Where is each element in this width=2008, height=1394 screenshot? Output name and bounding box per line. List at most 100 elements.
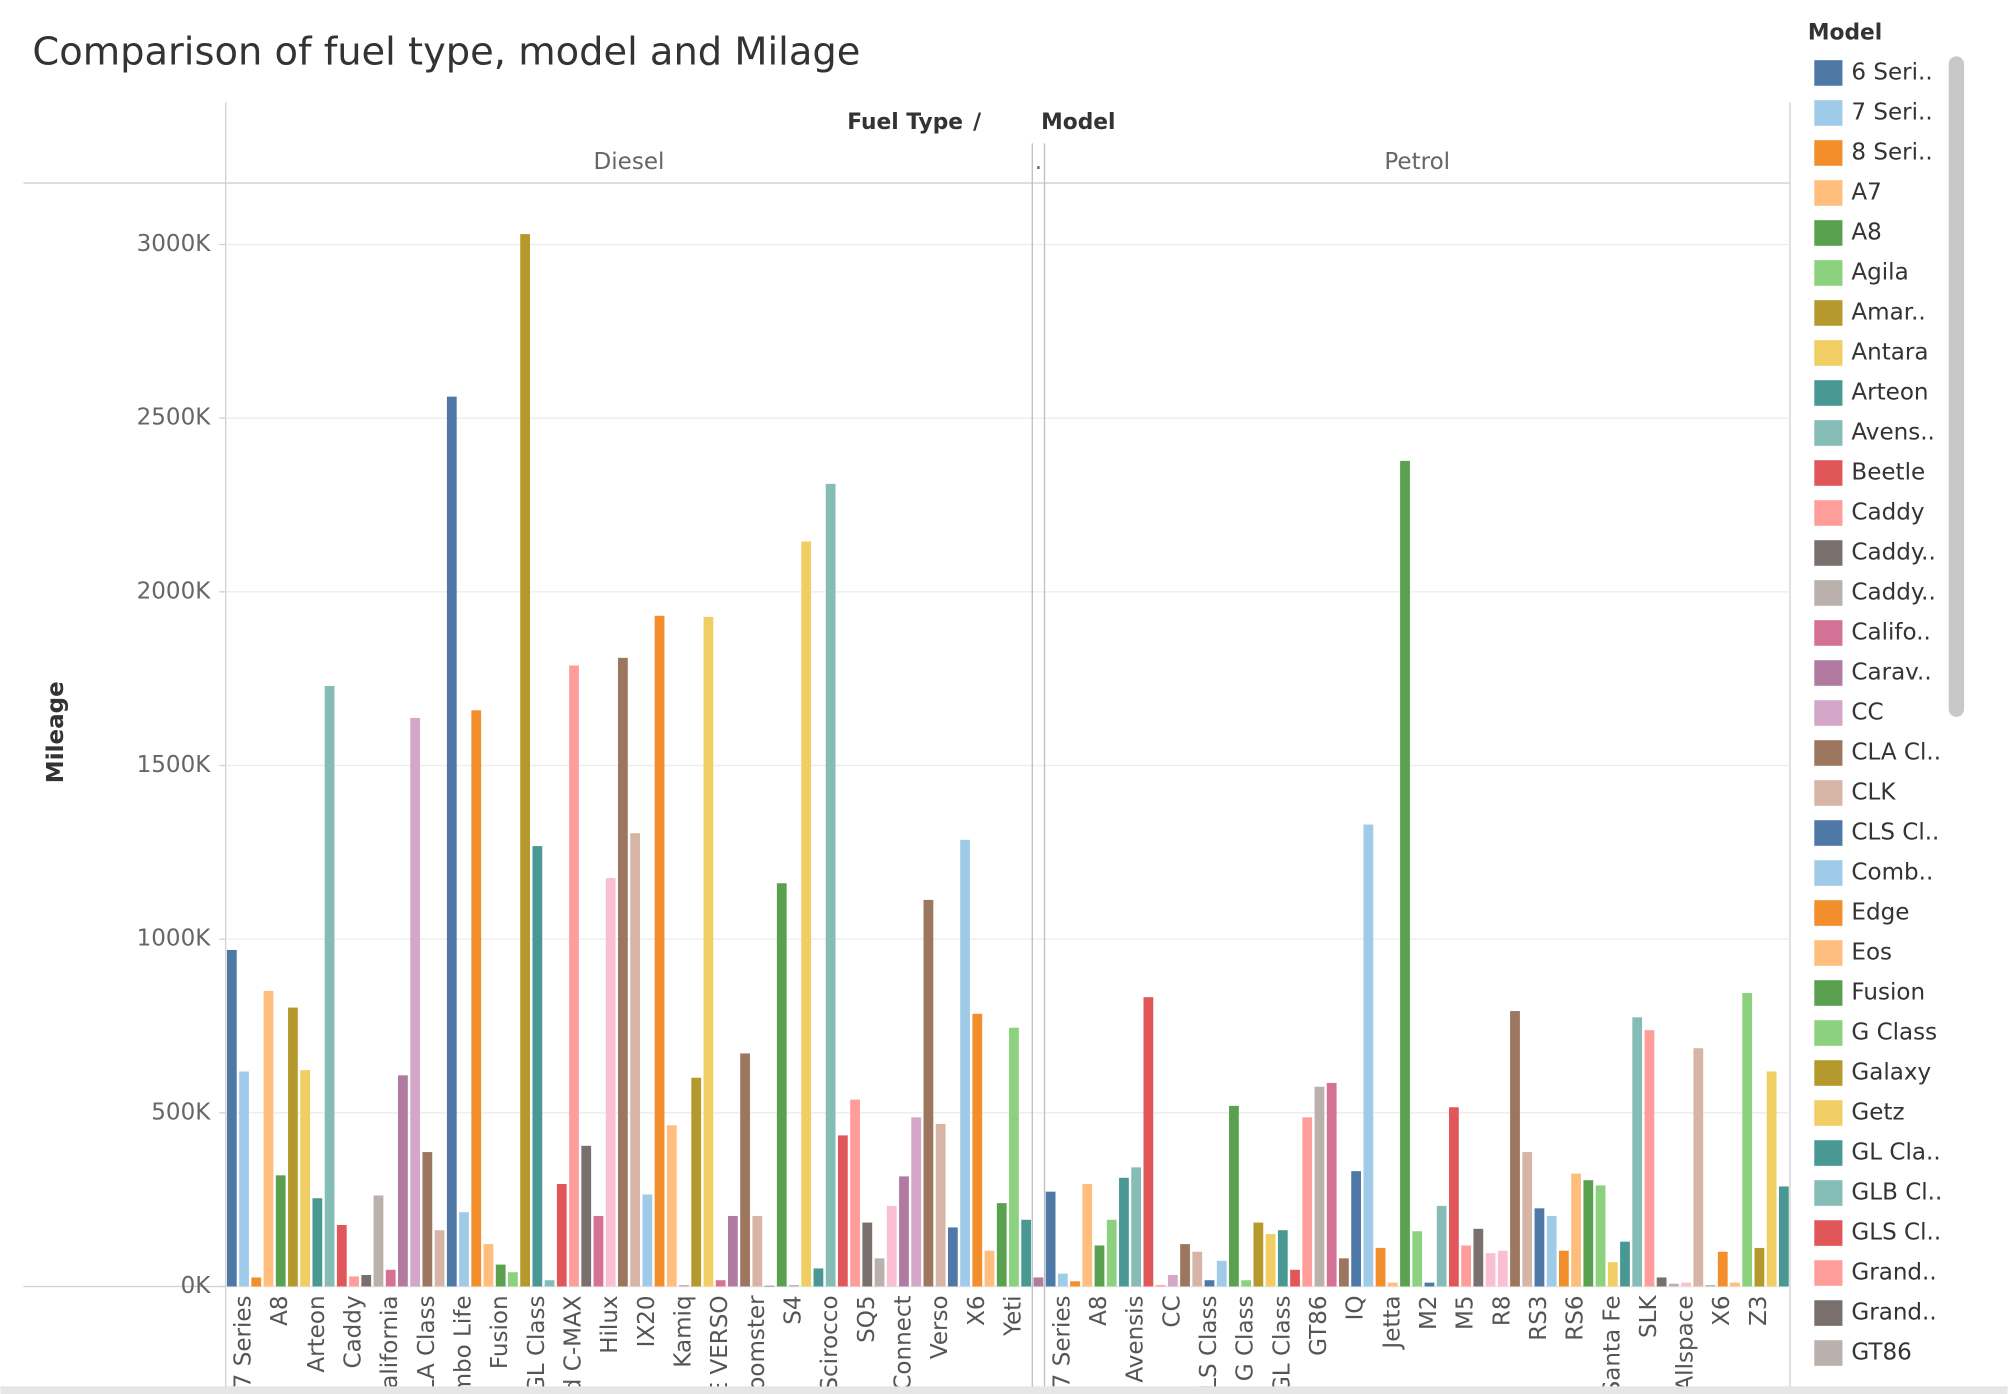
legend-label: 7 Seri.. — [1851, 99, 1932, 125]
bar — [1033, 1277, 1044, 1287]
x-tick-label: 7 Series — [1049, 1295, 1075, 1388]
bar — [1143, 997, 1154, 1287]
bar — [1644, 1030, 1655, 1287]
bar — [1070, 1281, 1080, 1287]
legend-swatch — [1814, 700, 1843, 726]
legend-swatch — [1814, 340, 1843, 366]
x-tick-label: Kamiq — [670, 1295, 696, 1367]
legend-label: CLS Cl.. — [1851, 820, 1939, 846]
bar — [1387, 1282, 1398, 1287]
legend-label: 6 Seri.. — [1851, 59, 1932, 85]
bar — [776, 883, 787, 1287]
bar — [1583, 1180, 1594, 1287]
bar — [862, 1222, 873, 1287]
legend-swatch — [1814, 1020, 1843, 1046]
column-header: Fuel Type — [847, 110, 963, 135]
legend-label: Eos — [1851, 940, 1892, 966]
legend-scrollbar[interactable] — [1948, 56, 1965, 717]
bar — [715, 1280, 726, 1287]
bar — [984, 1250, 995, 1287]
legend-swatch — [1814, 900, 1843, 926]
bar — [874, 1258, 885, 1287]
bar — [239, 1071, 249, 1287]
bar — [459, 1212, 469, 1287]
bar — [630, 833, 640, 1287]
bar — [312, 1198, 323, 1287]
x-tick-label: A8 — [1086, 1295, 1112, 1325]
legend-label: Fusion — [1851, 980, 1925, 1006]
bar — [1094, 1245, 1105, 1287]
bar — [1119, 1177, 1129, 1287]
x-tick-label: oomster — [744, 1295, 770, 1391]
x-tick-label: G Class — [1233, 1295, 1259, 1381]
bar — [1595, 1185, 1606, 1287]
legend-swatch — [1814, 220, 1843, 246]
pane-header: . — [1035, 149, 1042, 175]
bar — [532, 846, 543, 1287]
bar — [1167, 1275, 1178, 1287]
column-header-separator: / — [973, 110, 981, 135]
bar — [556, 1184, 567, 1287]
legend-label: Grand.. — [1851, 1300, 1936, 1326]
bar — [508, 1272, 518, 1287]
legend-swatch — [1814, 1220, 1843, 1246]
legend-swatch — [1814, 780, 1843, 806]
legend-label: Agila — [1851, 259, 1908, 285]
bar — [434, 1230, 445, 1287]
legend-label: Amar.. — [1851, 299, 1925, 325]
bar — [1730, 1282, 1740, 1287]
bar — [1717, 1251, 1728, 1287]
x-tick-label: Arteon — [304, 1295, 330, 1372]
bar — [1021, 1219, 1032, 1287]
bar — [899, 1176, 909, 1287]
bar — [1216, 1260, 1227, 1287]
x-tick-label: GL Class — [524, 1295, 550, 1394]
legend-swatch — [1814, 180, 1843, 206]
legend-swatch — [1814, 980, 1843, 1006]
bar — [1510, 1011, 1520, 1287]
bar — [581, 1145, 592, 1287]
bar — [1082, 1184, 1093, 1287]
bar — [1656, 1277, 1667, 1287]
legend-label: Caddy — [1851, 499, 1924, 525]
bar — [1106, 1219, 1117, 1287]
bar — [373, 1195, 384, 1287]
legend-label: Arteon — [1851, 379, 1928, 405]
bar — [1326, 1082, 1337, 1287]
x-tick-label: Fusion — [487, 1295, 513, 1369]
bar — [1314, 1086, 1325, 1287]
x-tick-label: LA Class — [414, 1295, 440, 1392]
x-tick-label: mbo Life — [451, 1295, 477, 1394]
bar — [1057, 1273, 1068, 1287]
bar — [1253, 1222, 1264, 1287]
legend-label: GL Cla.. — [1851, 1140, 1940, 1166]
x-tick-label: IX20 — [634, 1295, 660, 1347]
x-tick-label: SLK — [1636, 1295, 1662, 1338]
bar — [483, 1244, 494, 1287]
legend-label: Caddy.. — [1851, 539, 1935, 565]
bar — [1009, 1027, 1019, 1287]
x-tick-label: d C-MAX — [561, 1295, 587, 1393]
bar — [727, 1215, 738, 1287]
bar — [226, 949, 237, 1287]
bar — [1473, 1228, 1484, 1287]
x-tick-label: M5 — [1453, 1295, 1479, 1330]
bar — [1607, 1262, 1618, 1287]
x-tick-label: LS Class — [1196, 1295, 1222, 1390]
x-tick-label: SQ5 — [854, 1295, 880, 1342]
bar — [825, 483, 836, 1287]
bar — [1412, 1231, 1423, 1287]
legend-label: GLS Cl.. — [1851, 1220, 1941, 1246]
legend-swatch — [1814, 100, 1843, 126]
legend-swatch — [1814, 140, 1843, 166]
x-tick-label: 7 Series — [231, 1295, 257, 1388]
legend-label: G Class — [1851, 1020, 1937, 1046]
bar — [361, 1275, 372, 1287]
bar — [605, 878, 616, 1287]
bar — [1241, 1280, 1252, 1287]
legend-swatch — [1814, 500, 1843, 526]
legend-swatch — [1814, 940, 1843, 966]
bar — [617, 657, 628, 1287]
x-tick-label: X6 — [1709, 1295, 1735, 1325]
x-tick-label: X6 — [964, 1295, 990, 1325]
